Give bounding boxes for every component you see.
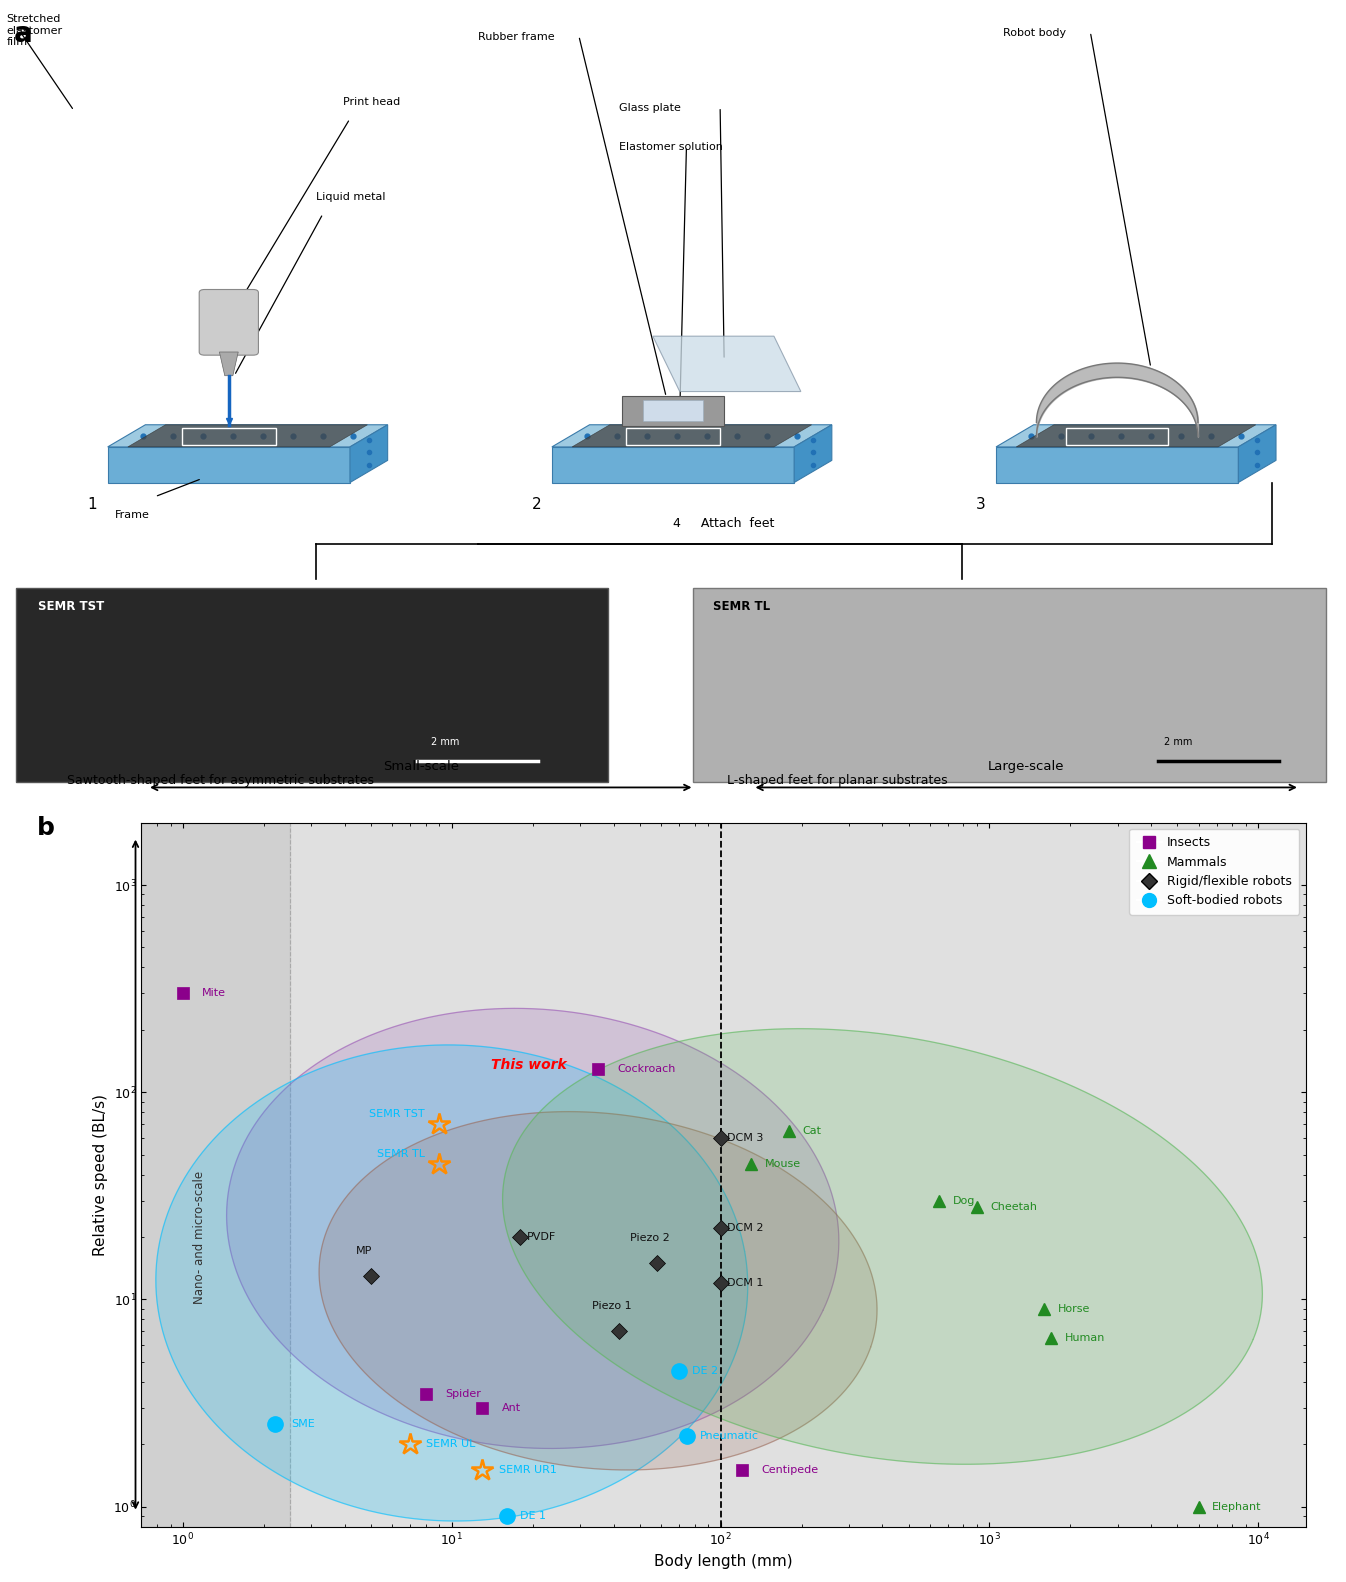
Polygon shape — [552, 446, 794, 483]
Y-axis label: Relative speed (BL/s): Relative speed (BL/s) — [93, 1093, 108, 1256]
Text: SME: SME — [291, 1419, 315, 1429]
Text: Centipede: Centipede — [762, 1465, 818, 1474]
Text: Spider: Spider — [446, 1389, 481, 1398]
Polygon shape — [653, 335, 801, 391]
Polygon shape — [552, 424, 832, 446]
Text: 4     Attach  feet: 4 Attach feet — [673, 517, 774, 530]
Text: Pneumatic: Pneumatic — [700, 1430, 759, 1441]
Text: Rubber frame: Rubber frame — [478, 32, 555, 41]
Text: Print head: Print head — [343, 97, 401, 106]
Polygon shape — [350, 424, 388, 483]
Text: Large-scale: Large-scale — [988, 761, 1065, 774]
Text: Elephant: Elephant — [1211, 1501, 1261, 1511]
Text: MP: MP — [355, 1245, 371, 1256]
Text: DE 2: DE 2 — [692, 1367, 719, 1376]
Text: Mouse: Mouse — [765, 1160, 801, 1169]
Text: DCM 3: DCM 3 — [727, 1133, 763, 1144]
Text: This work: This work — [491, 1058, 567, 1071]
Text: 3: 3 — [976, 497, 985, 511]
Text: SEMR TL: SEMR TL — [377, 1149, 424, 1158]
Polygon shape — [219, 351, 238, 375]
Bar — [182, 427, 276, 446]
Text: Nano- and micro-scale: Nano- and micro-scale — [192, 1171, 206, 1304]
Bar — [141, 823, 289, 1527]
Text: b: b — [36, 816, 54, 840]
Text: 2: 2 — [532, 497, 541, 511]
Polygon shape — [572, 424, 812, 446]
Text: Piezo 1: Piezo 1 — [592, 1302, 631, 1311]
Text: Cheetah: Cheetah — [991, 1202, 1038, 1212]
Legend: Insects, Mammals, Rigid/flexible robots, Soft-bodied robots: Insects, Mammals, Rigid/flexible robots,… — [1129, 829, 1299, 914]
Bar — [16, 587, 608, 782]
Bar — [1066, 427, 1168, 446]
Text: DCM 2: DCM 2 — [727, 1223, 765, 1234]
Text: Mite: Mite — [202, 989, 226, 998]
Bar — [693, 587, 1326, 782]
Polygon shape — [226, 1008, 839, 1449]
Text: Robot body: Robot body — [1003, 27, 1066, 38]
Polygon shape — [996, 424, 1276, 446]
Text: SEMR TST: SEMR TST — [369, 1109, 424, 1118]
Polygon shape — [128, 424, 367, 446]
Polygon shape — [996, 446, 1238, 483]
Text: a: a — [13, 19, 32, 47]
Text: Cat: Cat — [802, 1126, 821, 1136]
Text: L-shaped feet for planar substrates: L-shaped feet for planar substrates — [727, 774, 948, 786]
Text: DE 1: DE 1 — [520, 1511, 546, 1520]
X-axis label: Body length (mm): Body length (mm) — [654, 1554, 793, 1569]
Text: SEMR TST: SEMR TST — [38, 600, 104, 612]
Text: SEMR UR1: SEMR UR1 — [499, 1465, 557, 1474]
Text: Piezo 2: Piezo 2 — [630, 1232, 670, 1243]
Text: Elastomer solution: Elastomer solution — [619, 142, 723, 152]
Polygon shape — [156, 1044, 748, 1520]
Bar — [622, 396, 724, 426]
Text: Glass plate: Glass plate — [619, 103, 681, 112]
Text: Human: Human — [1065, 1334, 1105, 1343]
Text: SEMR UL: SEMR UL — [427, 1440, 476, 1449]
Polygon shape — [108, 424, 388, 446]
Text: Dog: Dog — [953, 1196, 975, 1205]
Text: 2 mm: 2 mm — [431, 737, 459, 747]
Text: Sawtooth-shaped feet for asymmetric substrates: Sawtooth-shaped feet for asymmetric subs… — [67, 774, 374, 786]
Text: Horse: Horse — [1058, 1304, 1090, 1313]
Bar — [643, 400, 703, 421]
Text: DCM 1: DCM 1 — [727, 1278, 763, 1288]
Polygon shape — [319, 1112, 878, 1470]
Bar — [626, 427, 720, 446]
Polygon shape — [1238, 424, 1276, 483]
Polygon shape — [502, 1028, 1263, 1465]
Polygon shape — [794, 424, 832, 483]
Text: Liquid metal: Liquid metal — [316, 191, 386, 201]
Polygon shape — [108, 446, 350, 483]
Text: 2 mm: 2 mm — [1164, 737, 1193, 747]
Text: Cockroach: Cockroach — [618, 1063, 676, 1074]
Text: SEMR TL: SEMR TL — [713, 600, 770, 612]
FancyBboxPatch shape — [199, 290, 258, 356]
Polygon shape — [1016, 424, 1256, 446]
Text: Ant: Ant — [502, 1403, 521, 1413]
Text: 1: 1 — [87, 497, 97, 511]
Text: Stretched
elastomer
film: Stretched elastomer film — [7, 14, 63, 47]
Text: Small-scale: Small-scale — [382, 761, 459, 774]
Text: PVDF: PVDF — [528, 1232, 556, 1242]
Text: Frame: Frame — [114, 509, 149, 520]
